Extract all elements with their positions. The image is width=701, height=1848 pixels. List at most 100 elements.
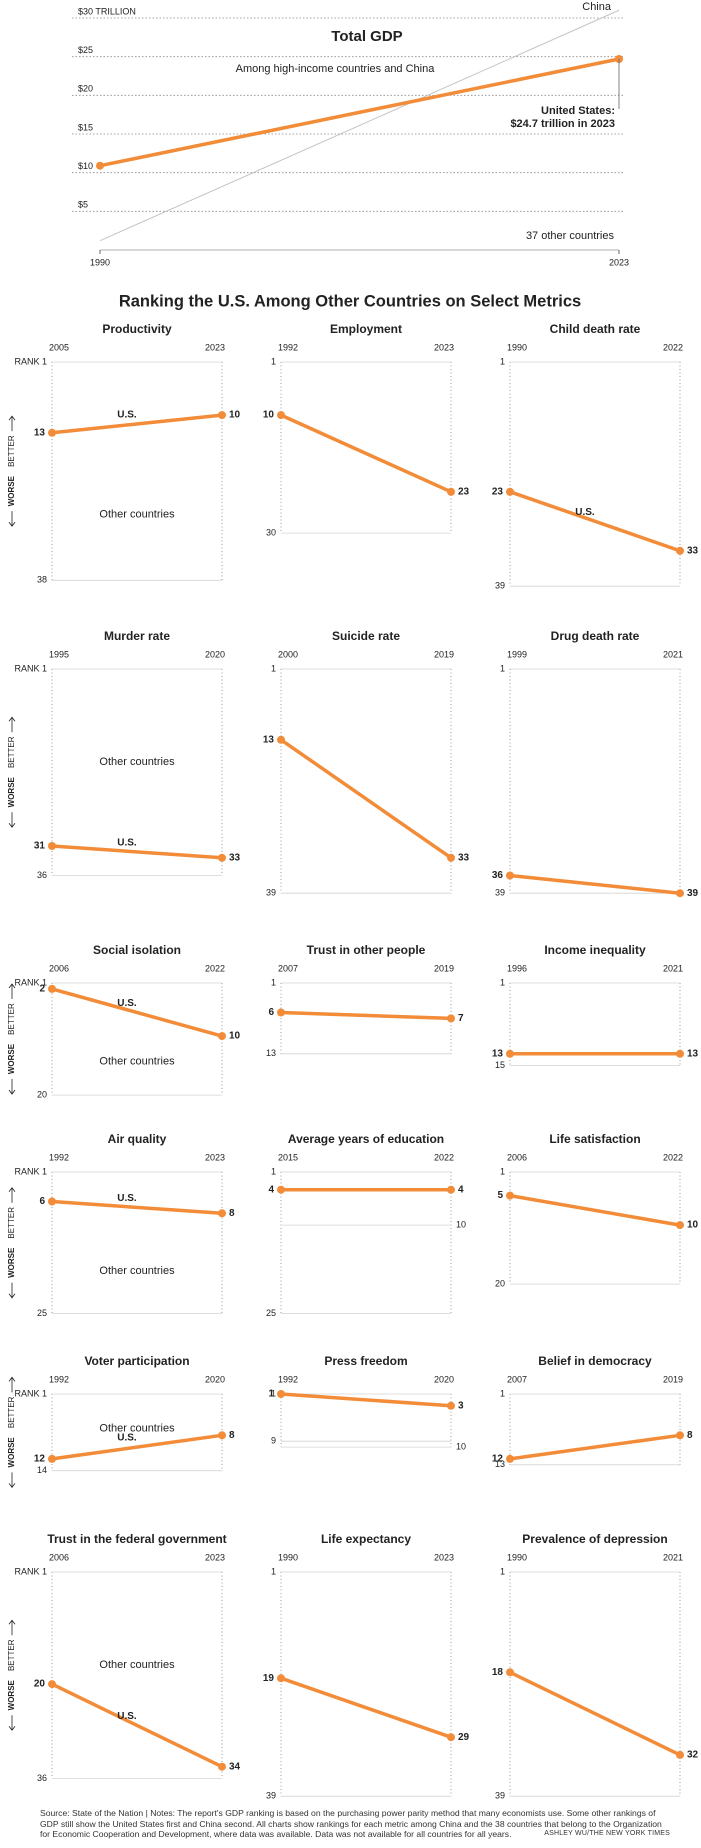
axis-note: BETTER	[7, 435, 16, 467]
value-label: 3	[458, 1400, 464, 1411]
arrow	[8, 1472, 16, 1489]
value-label: 2	[39, 984, 45, 995]
value-label: 4	[268, 1184, 274, 1195]
data-point	[277, 1008, 285, 1017]
axis-note: WORSE	[7, 1043, 16, 1074]
data-point	[676, 889, 684, 898]
axis-note: BETTER	[7, 1639, 16, 1671]
data-point	[96, 161, 104, 170]
value-label: 20	[34, 1679, 46, 1690]
y-tick-label: $30 TRILLION	[78, 6, 136, 16]
panel-title: Voter participation	[84, 1354, 189, 1368]
x-tick-label: 2022	[663, 342, 683, 352]
panel-title: Life expectancy	[321, 1532, 411, 1546]
data-point	[447, 487, 455, 496]
arrow	[8, 983, 16, 1000]
data-point	[447, 1185, 455, 1194]
axis-note: WORSE	[7, 1247, 16, 1278]
us-line	[509, 1193, 681, 1227]
series-line	[99, 9, 620, 242]
data-point	[277, 735, 285, 744]
data-point	[218, 1762, 226, 1771]
x-tick-label: 2023	[434, 1552, 454, 1562]
x-tick-label: 1995	[49, 649, 69, 659]
others-label: Other countries	[99, 756, 175, 768]
us-label: U.S.	[117, 998, 137, 1009]
x-tick-label: 2021	[663, 963, 683, 973]
value-label: 10	[687, 1220, 699, 1231]
arrow	[8, 1715, 16, 1731]
data-point	[447, 1733, 455, 1742]
chart-title: Total GDP	[331, 28, 402, 45]
y-tick-label: 1	[500, 356, 505, 366]
us-line	[51, 413, 223, 435]
us-line	[51, 1199, 223, 1216]
x-tick-label: 2020	[205, 1374, 225, 1384]
y-tick-label: 20	[37, 1089, 47, 1099]
x-tick-label: 1992	[278, 1374, 298, 1384]
data-point	[277, 1390, 285, 1398]
y-tick-label: 1	[500, 1566, 505, 1576]
axis-note: BETTER	[7, 1396, 16, 1428]
arrow	[8, 1282, 16, 1299]
data-point	[506, 1049, 514, 1058]
value-label: 8	[687, 1430, 693, 1441]
x-tick-label: 2020	[434, 1374, 454, 1384]
value-label: 10	[229, 1031, 241, 1042]
value-label: 4	[458, 1184, 464, 1195]
x-tick-label: 1996	[507, 963, 527, 973]
data-point	[218, 1431, 226, 1440]
x-tick-label: 2020	[205, 649, 225, 659]
y-tick-label: $5	[78, 200, 88, 210]
value-label: 23	[458, 486, 470, 497]
y-tick-label: 1	[500, 977, 505, 987]
data-point	[277, 1185, 285, 1194]
y-tick-label: 1	[271, 977, 276, 987]
x-tick-label: 2021	[663, 1552, 683, 1562]
us-line	[509, 873, 681, 895]
value-label: 10	[263, 410, 275, 421]
y-tick-label: 1	[500, 1166, 505, 1176]
y-tick-label: 20	[495, 1278, 505, 1288]
us-line	[280, 1676, 452, 1739]
value-label: 32	[687, 1750, 699, 1761]
panel-title: Trust in other people	[307, 943, 426, 957]
data-point	[218, 411, 226, 420]
x-tick-label: 2006	[49, 1552, 69, 1562]
others-label: 37 other countries	[526, 230, 615, 242]
value-label: 8	[229, 1208, 235, 1219]
value-label: 33	[458, 852, 470, 863]
y-tick-label: 39	[495, 581, 505, 591]
axis-note: WORSE	[7, 475, 16, 506]
others-label: Other countries	[99, 1422, 175, 1434]
y-tick-label: 1	[271, 1388, 276, 1398]
x-tick-label: 2000	[278, 649, 298, 659]
us-line	[51, 844, 223, 860]
x-tick-label: 2007	[278, 963, 298, 973]
x-tick-label: 1992	[49, 1374, 69, 1384]
x-tick-label: 2007	[507, 1374, 527, 1384]
data-point	[48, 1197, 56, 1206]
value-label: 6	[39, 1196, 45, 1207]
value-label: 13	[263, 734, 275, 745]
value-label: 13	[492, 1048, 504, 1059]
x-tick-label: 2019	[434, 649, 454, 659]
panel-title: Average years of education	[288, 1132, 444, 1146]
y-tick-label: 39	[495, 888, 505, 898]
value-label: 29	[458, 1732, 470, 1743]
y-tick-label: 13	[495, 1459, 505, 1469]
x-tick-label: 1990	[507, 342, 527, 352]
chart: Ranking the U.S. Among Other Countries o…	[7, 1, 699, 1801]
axis-note: BETTER	[7, 736, 16, 768]
x-tick-label: 2021	[663, 649, 683, 659]
data-point	[447, 1401, 455, 1410]
value-label: 5	[497, 1190, 503, 1201]
others-label: Other countries	[99, 1659, 175, 1671]
data-point	[218, 853, 226, 862]
y-tick-label: 39	[495, 1791, 505, 1801]
y-tick-label: 15	[495, 1060, 505, 1070]
value-label: 12	[492, 1454, 504, 1465]
us-line	[51, 1682, 223, 1769]
data-point	[676, 546, 684, 555]
